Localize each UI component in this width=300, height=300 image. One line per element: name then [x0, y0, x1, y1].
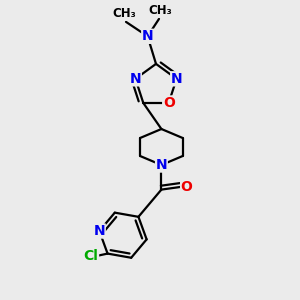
- Text: Cl: Cl: [84, 249, 98, 263]
- Text: O: O: [163, 96, 175, 110]
- Text: N: N: [94, 224, 105, 238]
- Text: N: N: [130, 72, 141, 86]
- Text: CH₃: CH₃: [148, 4, 172, 17]
- Text: N: N: [156, 158, 167, 172]
- Text: N: N: [142, 29, 153, 43]
- Text: CH₃: CH₃: [112, 8, 136, 20]
- Text: N: N: [171, 72, 182, 86]
- Text: O: O: [181, 180, 193, 194]
